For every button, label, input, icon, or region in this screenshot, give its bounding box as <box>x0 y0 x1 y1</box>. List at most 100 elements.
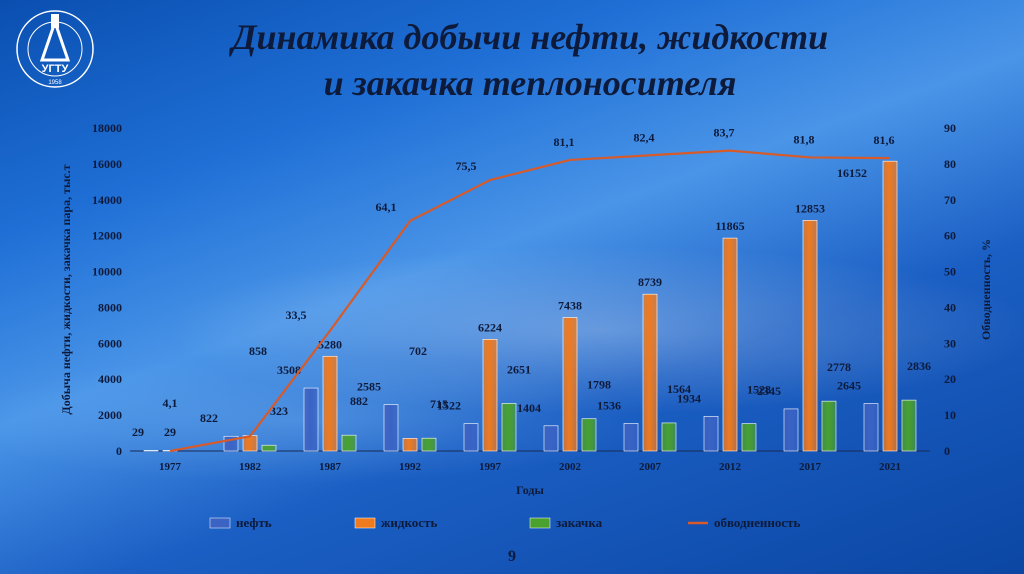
bar-жидкость <box>482 339 498 452</box>
y-tick-label: 16000 <box>92 157 122 171</box>
data-label-нефть: 2645 <box>837 379 861 393</box>
data-label-нефть: 1934 <box>677 391 701 405</box>
bar-закачка <box>661 422 677 452</box>
data-label-закачка: 2778 <box>827 360 851 374</box>
x-tick-label: 1977 <box>159 461 182 473</box>
data-label-жидкость: 12853 <box>795 201 825 215</box>
data-label-обводненность: 75,5 <box>456 159 477 173</box>
data-label-закачка: 1798 <box>587 378 611 392</box>
y-tick-label: 0 <box>116 444 122 458</box>
bar-нефть <box>143 450 159 452</box>
data-label-нефть: 1536 <box>597 398 621 412</box>
data-label-нефть: 1522 <box>437 399 461 413</box>
bar-закачка <box>901 399 917 452</box>
data-label-закачка: 1528 <box>747 383 771 397</box>
x-tick-label: 2002 <box>559 461 582 473</box>
y-tick-label: 12000 <box>92 229 122 243</box>
data-label-жидкость: 16152 <box>837 166 867 180</box>
data-label-нефть: 2345 <box>757 384 781 398</box>
bar-нефть <box>303 387 319 452</box>
y2-tick-label: 80 <box>944 157 956 171</box>
data-label-обводненность: 81,6 <box>874 133 895 147</box>
title-line-2: и закачка теплоносителя <box>323 63 737 103</box>
title-line-1: Динамика добычи нефти, жидкости <box>231 17 829 57</box>
y-tick-label: 14000 <box>92 193 122 207</box>
logo-mark: УГТУ <box>42 63 69 75</box>
legend-label-нефть: нефть <box>236 515 272 530</box>
data-label-нефть: 3508 <box>277 363 301 377</box>
data-label-обводненность: 81,8 <box>794 132 815 146</box>
page-number: 9 <box>508 548 516 565</box>
bar-жидкость <box>722 237 738 452</box>
bar-жидкость <box>562 317 578 452</box>
bar-нефть <box>703 415 719 452</box>
bar-закачка <box>261 444 277 452</box>
bar-жидкость <box>642 293 658 452</box>
data-label-жидкость: 702 <box>409 344 427 358</box>
y2-tick-label: 90 <box>944 121 956 135</box>
bar-нефть <box>463 423 479 452</box>
y-tick-label: 18000 <box>92 121 122 135</box>
data-label-жидкость: 5280 <box>318 337 342 351</box>
x-tick-label: 2021 <box>879 461 901 473</box>
data-label-жидкость: 8739 <box>638 275 662 289</box>
x-tick-label: 2007 <box>639 461 662 473</box>
bar-нефть <box>543 425 559 452</box>
y2-tick-label: 10 <box>944 408 956 422</box>
slide-title: Динамика добычи нефти, жидкости и закачк… <box>180 14 880 106</box>
data-label-закачка: 2836 <box>907 359 931 373</box>
y2-tick-label: 30 <box>944 336 956 350</box>
data-label-закачка: 2651 <box>507 362 531 376</box>
legend-label-жидкость: жидкость <box>381 515 437 530</box>
y2-tick-label: 60 <box>944 229 956 243</box>
bar-нефть <box>863 403 879 452</box>
y2-tick-label: 0 <box>944 444 950 458</box>
legend-label-обводненность: обводненность <box>714 515 801 530</box>
data-label-нефть: 2585 <box>357 380 381 394</box>
x-tick-label: 1982 <box>239 461 262 473</box>
y2-tick-label: 20 <box>944 372 956 386</box>
legend-swatch-жидкость <box>354 517 376 529</box>
y-tick-label: 2000 <box>98 408 122 422</box>
data-label-жидкость: 11865 <box>715 219 744 233</box>
data-label-обводненность: 33,5 <box>286 308 307 322</box>
data-label-жидкость: 6224 <box>478 320 502 334</box>
x-tick-label: 1987 <box>319 461 342 473</box>
data-label-закачка: 323 <box>270 404 288 418</box>
data-label-обводненность: 82,4 <box>634 130 655 144</box>
data-label-обводненность: 4,1 <box>163 396 178 410</box>
y-tick-label: 10000 <box>92 265 122 279</box>
bar-закачка <box>741 423 757 452</box>
y-tick-label: 6000 <box>98 336 122 350</box>
legend-label-закачка: закачка <box>556 515 603 530</box>
x-tick-label: 1997 <box>479 461 502 473</box>
bar-нефть <box>623 423 639 452</box>
bar-закачка <box>581 418 597 452</box>
bar-закачка <box>821 400 837 452</box>
y2-tick-label: 70 <box>944 193 956 207</box>
bar-жидкость <box>802 220 818 452</box>
y2-tick-label: 40 <box>944 300 956 314</box>
x-axis-title: Годы <box>516 483 544 497</box>
bar-жидкость <box>882 160 898 452</box>
bar-нефть <box>383 404 399 452</box>
y2-axis-title: Обводненность, % <box>979 239 993 340</box>
logo-year: 1958 <box>48 80 62 86</box>
legend-swatch-нефть <box>209 517 231 529</box>
x-tick-label: 2012 <box>719 461 742 473</box>
legend-swatch-закачка <box>529 517 551 529</box>
data-label-обводненность: 81,1 <box>554 135 575 149</box>
data-label-обводненность: 83,7 <box>714 126 735 140</box>
data-label-нефть: 822 <box>200 411 218 425</box>
data-label-нефть: 29 <box>132 425 144 439</box>
x-tick-label: 2017 <box>799 461 822 473</box>
bar-закачка <box>421 437 437 452</box>
data-label-закачка: 1564 <box>667 382 691 396</box>
data-label-жидкость: 858 <box>249 344 267 358</box>
y-tick-label: 8000 <box>98 300 122 314</box>
y-tick-label: 4000 <box>98 372 122 386</box>
bar-жидкость <box>322 355 338 452</box>
y2-tick-label: 50 <box>944 265 956 279</box>
bar-закачка <box>501 403 517 452</box>
